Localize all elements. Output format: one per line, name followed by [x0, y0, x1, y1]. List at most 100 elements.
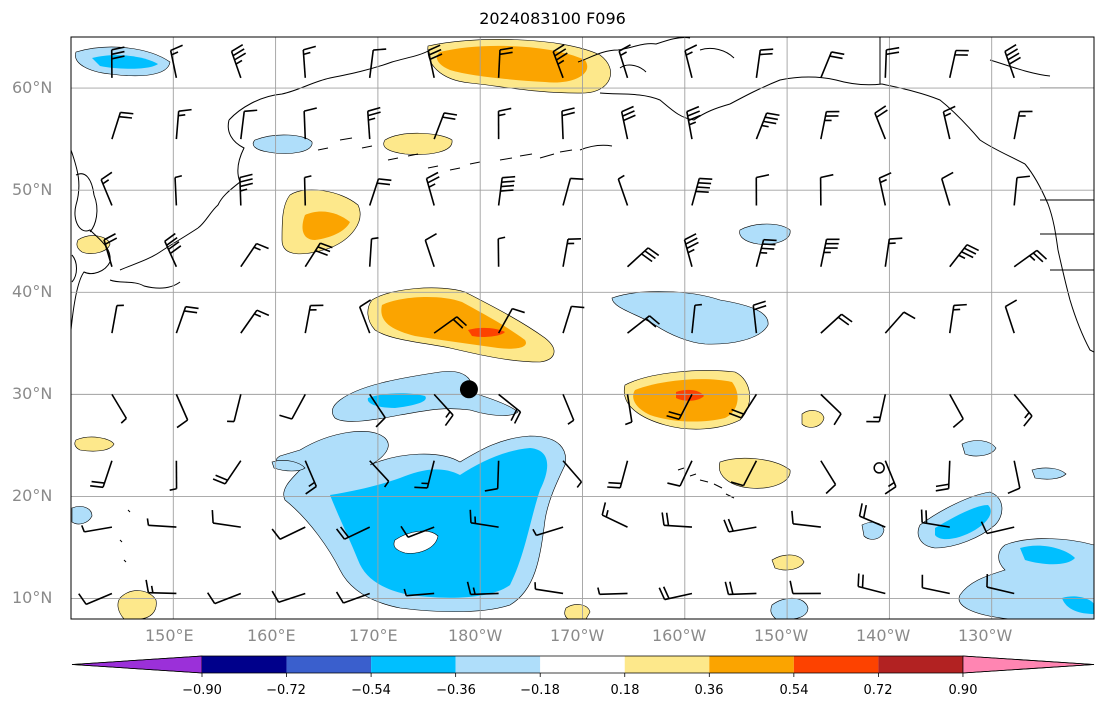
wind-barb	[498, 393, 522, 424]
wind-barb	[110, 46, 125, 78]
positive-anomaly-peak	[468, 327, 505, 337]
colorbar-tick-label: 0.36	[694, 683, 724, 698]
wind-barb	[562, 394, 575, 425]
wind-barb	[820, 460, 837, 495]
colorbar-segment	[202, 656, 287, 673]
wind-barb	[755, 48, 774, 78]
lat-label-40n: 40°N	[12, 282, 53, 301]
wind-barb	[607, 460, 629, 489]
colorbar-segment	[709, 656, 794, 673]
negative-anomaly-region	[71, 506, 93, 525]
positive-anomaly-region	[383, 132, 453, 155]
wind-barb	[562, 238, 582, 267]
negative-anomaly-gap	[393, 530, 439, 554]
wind-barb	[206, 592, 242, 605]
colorbar-segment	[286, 656, 372, 673]
wind-barb	[175, 394, 189, 429]
wind-barb	[661, 512, 693, 528]
wind-barb	[626, 247, 660, 268]
wind-barb	[618, 44, 631, 79]
wind-barb	[230, 44, 247, 79]
wind-barb	[691, 177, 713, 206]
wind-barb	[562, 177, 584, 206]
wind-barb	[561, 107, 575, 140]
wind-barb	[552, 44, 568, 79]
wind-barb	[303, 175, 312, 206]
positive-anomaly-core	[436, 45, 588, 83]
wind-barb	[627, 315, 660, 334]
wind-barb	[730, 460, 758, 487]
wind-barb	[111, 111, 134, 140]
wind-barb	[302, 45, 316, 78]
wind-barb	[271, 526, 306, 541]
wind-barb	[986, 574, 1015, 595]
wind-barb	[239, 173, 253, 206]
wind-barb	[111, 393, 128, 424]
wind-barb	[1007, 460, 1021, 495]
wind-barb	[146, 518, 177, 528]
wind-barb	[820, 313, 853, 334]
wind-barb	[175, 108, 192, 140]
wind-barb	[497, 175, 516, 206]
wind-barb	[820, 110, 840, 140]
wind-barb	[597, 587, 628, 596]
positive-anomaly-region	[76, 235, 111, 254]
colorbar-tick-label: −0.90	[182, 683, 222, 698]
lat-lon-gridlines	[71, 37, 1094, 619]
wind-barb	[335, 591, 370, 604]
wind-barb	[921, 574, 950, 595]
wind-barb	[534, 582, 564, 595]
negative-anomaly-region	[252, 134, 313, 154]
wind-barb	[1013, 393, 1033, 427]
negative-anomaly-core	[1020, 545, 1075, 565]
wind-barb	[789, 580, 821, 595]
wind-barb	[617, 174, 629, 206]
lon-label-150e: 150°E	[145, 626, 194, 645]
wind-barb	[304, 304, 324, 334]
lat-label-50n: 50°N	[12, 180, 53, 199]
wind-barb	[686, 105, 701, 140]
lat-label-10n: 10°N	[12, 588, 53, 607]
wind-barb	[175, 305, 199, 334]
positive-anomaly-region	[117, 590, 157, 619]
wind-barb	[942, 105, 956, 140]
wind-barb	[857, 573, 886, 595]
negative-anomaly-region	[961, 440, 997, 457]
wind-barb	[433, 316, 468, 334]
colorbar-segment	[455, 656, 541, 673]
wind-barb	[819, 173, 834, 206]
wind-barb	[752, 300, 767, 334]
wind-barb	[620, 105, 636, 140]
wind-barb	[240, 309, 270, 334]
wind-barb	[820, 238, 840, 267]
wind-barb	[884, 46, 900, 78]
colorbar-extension-min	[71, 655, 203, 674]
negative-anomaly-region	[1031, 467, 1067, 480]
wind-barb	[227, 394, 242, 423]
lat-label-60n: 60°N	[12, 78, 53, 97]
negative-anomaly-core	[330, 448, 548, 598]
wind-barb	[755, 112, 780, 140]
wind-barb	[858, 503, 886, 528]
colorbar	[71, 655, 1095, 677]
wind-barb	[625, 394, 633, 426]
colorbar-tick-label: −0.72	[266, 683, 306, 698]
positive-anomaly-region	[564, 604, 591, 619]
wind-barb	[400, 525, 435, 538]
wind-barb	[949, 393, 964, 428]
wind-barb	[820, 51, 845, 79]
negative-anomaly-core	[935, 505, 991, 540]
wind-barb	[335, 526, 371, 540]
wind-barb	[935, 460, 951, 492]
wind-barb	[427, 44, 443, 79]
wind-barb	[1013, 110, 1033, 140]
wind-barb	[366, 106, 381, 140]
positive-anomaly-region	[771, 554, 805, 571]
wind-barb	[469, 509, 499, 528]
colorbar-tick-label: 0.54	[779, 683, 809, 698]
wind-barb	[948, 49, 969, 79]
wind-barb	[497, 236, 506, 267]
lon-label-160e: 160°E	[247, 626, 296, 645]
wind-barb	[691, 303, 702, 334]
